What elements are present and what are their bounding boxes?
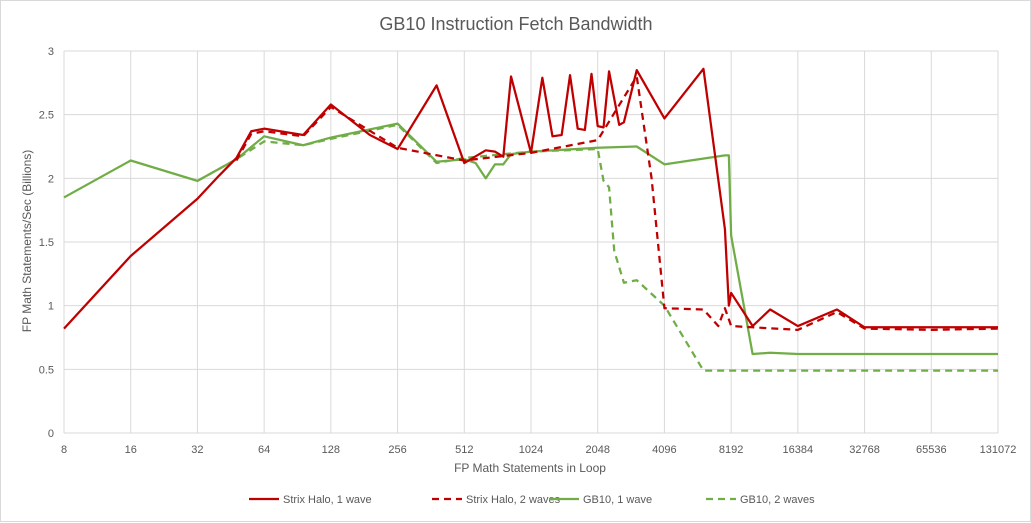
y-tick-label: 1 <box>48 301 54 313</box>
series-line-2 <box>63 122 998 356</box>
x-tick-labels: 8 16 32 64 128 256 512 1024 2048 4096 8192 16384 327… <box>61 444 1016 456</box>
legend-label: Strix Halo, 2 waves <box>466 494 561 506</box>
x-tick-label: 64 <box>258 444 270 456</box>
x-tick-label: 128 <box>322 444 340 456</box>
x-tick-label: 16 <box>125 444 137 456</box>
y-tick-label: 0 <box>48 428 54 440</box>
y-tick-label: 1.5 <box>39 237 54 249</box>
x-tick-label: 256 <box>388 444 406 456</box>
x-tick-label: 512 <box>455 444 473 456</box>
x-axis-label: FP Math Statements in Loop <box>454 461 606 475</box>
x-tick-label: 65536 <box>916 444 947 456</box>
x-tick-label: 4096 <box>652 444 676 456</box>
x-tick-label: 16384 <box>783 444 814 456</box>
series-line-1 <box>235 75 999 331</box>
x-tick-label: 32768 <box>849 444 880 456</box>
y-tick-label: 2.5 <box>39 110 54 122</box>
series-line-0 <box>63 67 998 330</box>
x-tick-label: 8192 <box>719 444 743 456</box>
chart-title: GB10 Instruction Fetch Bandwidth <box>379 14 652 34</box>
series-lines <box>63 67 999 372</box>
gridlines <box>63 50 999 434</box>
legend-label: Strix Halo, 1 wave <box>283 494 372 506</box>
legend-label: GB10, 2 waves <box>740 494 815 506</box>
y-tick-label: 2 <box>48 173 54 185</box>
x-tick-label: 32 <box>191 444 203 456</box>
x-tick-label: 131072 <box>980 444 1017 456</box>
y-tick-labels: 0 0.5 1 1.5 2 2.5 3 <box>39 46 54 440</box>
y-tick-label: 3 <box>48 46 54 58</box>
x-tick-label: 1024 <box>519 444 543 456</box>
x-tick-label: 2048 <box>585 444 609 456</box>
y-axis-label: FP Math Statements/Sec (Billions) <box>20 150 34 333</box>
legend: Strix Halo, 1 wave Strix Halo, 2 waves GB1… <box>249 494 815 506</box>
legend-label: GB10, 1 wave <box>583 494 652 506</box>
y-tick-label: 0.5 <box>39 364 54 376</box>
x-tick-label: 8 <box>61 444 67 456</box>
